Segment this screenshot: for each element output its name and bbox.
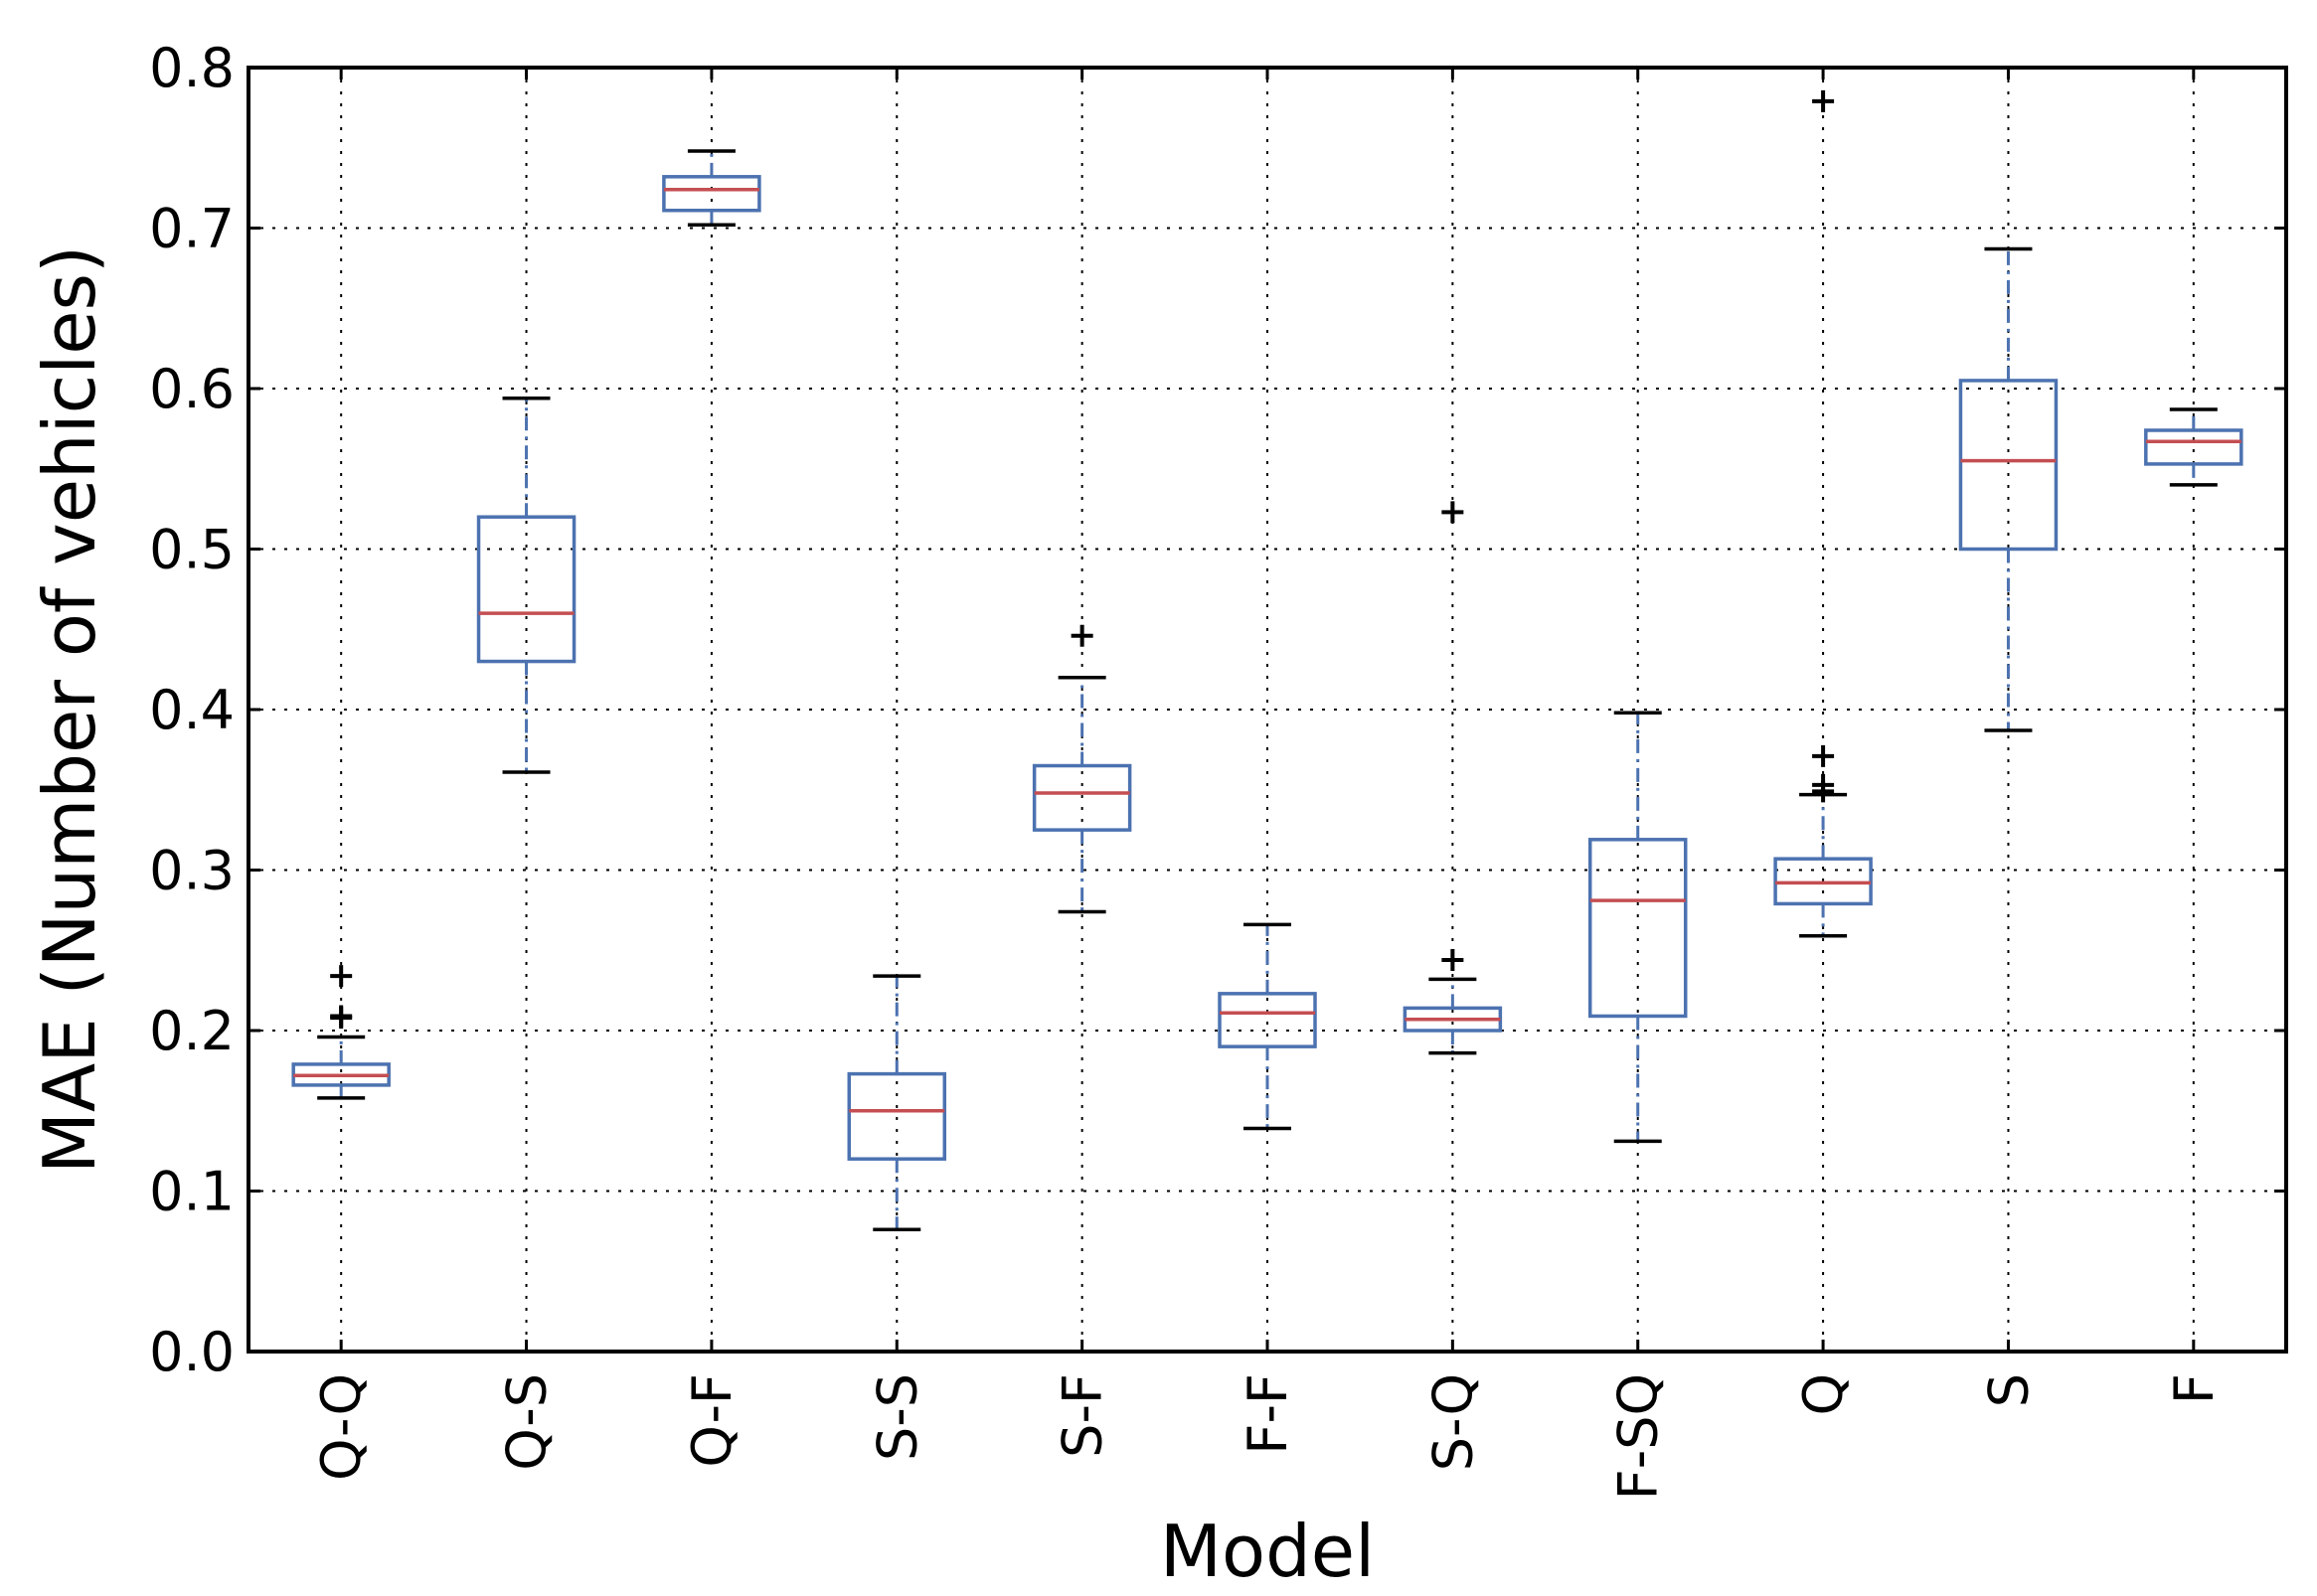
box-q-q bbox=[291, 965, 391, 1100]
outlier-marker bbox=[1441, 501, 1464, 524]
y-tick-label: 0.1 bbox=[149, 1161, 235, 1223]
y-tick-label: 0.7 bbox=[149, 198, 235, 260]
x-axis-ticks: Q-Q Q-S Q-F S-S S-F F-F S-Q F-SQ Q S F bbox=[310, 68, 2226, 1500]
x-tick-label: Q bbox=[1792, 1373, 1855, 1416]
x-tick-label: F bbox=[2163, 1373, 2226, 1404]
outlier-marker bbox=[1441, 948, 1464, 971]
outlier-marker bbox=[1071, 624, 1093, 647]
iqr-box bbox=[1958, 379, 2059, 552]
grid-lines bbox=[248, 68, 2286, 1352]
box-q-f bbox=[662, 149, 761, 228]
y-tick-label: 0.2 bbox=[149, 1000, 235, 1062]
y-axis-title: MAE (Number of vehicles) bbox=[28, 245, 111, 1174]
y-tick-label: 0.0 bbox=[149, 1321, 235, 1383]
outlier-marker bbox=[330, 965, 353, 988]
box-f-sq bbox=[1587, 711, 1688, 1144]
outlier-marker bbox=[1812, 89, 1835, 112]
y-axis-ticks: 0.0 0.1 0.2 0.3 0.4 0.5 0.6 0.7 0.8 bbox=[149, 37, 2286, 1383]
iqr-box bbox=[2144, 428, 2243, 466]
x-tick-label: S bbox=[1977, 1373, 2040, 1407]
box-s-s bbox=[847, 974, 947, 1232]
x-tick-label: F-F bbox=[1237, 1373, 1299, 1455]
box-q-s bbox=[476, 396, 577, 774]
box-f-f bbox=[1218, 922, 1317, 1131]
y-tick-label: 0.8 bbox=[149, 37, 235, 99]
y-tick-label: 0.3 bbox=[149, 840, 235, 902]
x-tick-label: S-S bbox=[866, 1373, 928, 1461]
iqr-box bbox=[1218, 992, 1317, 1048]
x-axis-title: Model bbox=[1160, 1510, 1375, 1593]
y-tick-label: 0.6 bbox=[149, 358, 235, 420]
y-tick-label: 0.4 bbox=[149, 679, 235, 741]
box-q bbox=[1773, 89, 1873, 938]
iqr-box bbox=[1032, 763, 1132, 832]
box-layer bbox=[291, 89, 2243, 1232]
x-tick-label: Q-Q bbox=[310, 1373, 373, 1481]
y-tick-label: 0.5 bbox=[149, 519, 235, 581]
iqr-box bbox=[847, 1071, 947, 1161]
iqr-box bbox=[476, 515, 577, 664]
outlier-marker bbox=[330, 1005, 353, 1028]
x-tick-label: Q-F bbox=[681, 1373, 744, 1468]
x-tick-label: S-Q bbox=[1421, 1373, 1484, 1471]
x-tick-label: F-SQ bbox=[1607, 1373, 1670, 1500]
iqr-box bbox=[1587, 838, 1688, 1019]
iqr-box bbox=[662, 175, 761, 213]
outlier-marker bbox=[1812, 744, 1835, 767]
box-s-q bbox=[1403, 501, 1503, 1055]
x-tick-label: Q-S bbox=[496, 1373, 559, 1471]
box-s-f bbox=[1032, 624, 1132, 914]
box-f bbox=[2144, 407, 2243, 487]
box-s bbox=[1958, 246, 2059, 732]
outlier-marker bbox=[1812, 773, 1835, 796]
x-tick-label: S-F bbox=[1052, 1373, 1114, 1458]
